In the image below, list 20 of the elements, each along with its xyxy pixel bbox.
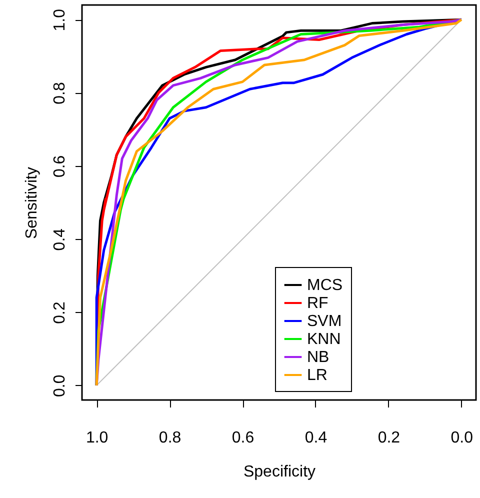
x-tick-label: 1.0	[86, 430, 108, 446]
legend-label: MCS	[307, 277, 343, 294]
y-tick-label: 0.4	[52, 228, 68, 251]
legend-label: KNN	[307, 331, 341, 348]
x-tick-label: 0.8	[158, 430, 182, 446]
y-tick-label: 1.0	[52, 8, 68, 32]
x-tick-label: 0.4	[304, 430, 328, 446]
y-tick-label: 0.8	[52, 82, 68, 104]
x-axis-title: Specificity	[243, 464, 316, 480]
y-tick-label: 0.6	[52, 155, 68, 178]
x-tick-label: 0.0	[450, 430, 474, 446]
legend-label: NB	[307, 349, 330, 366]
y-tick-label: 0.2	[52, 302, 68, 324]
x-tick-label: 0.6	[232, 430, 254, 446]
y-axis-title: Sensitivity	[24, 166, 40, 240]
legend-label: LR	[307, 367, 328, 384]
legend-label: SVM	[307, 313, 342, 330]
x-tick-label: 0.2	[378, 430, 400, 446]
y-tick-label: 0.0	[52, 374, 68, 397]
legend-label: RF	[307, 295, 329, 312]
